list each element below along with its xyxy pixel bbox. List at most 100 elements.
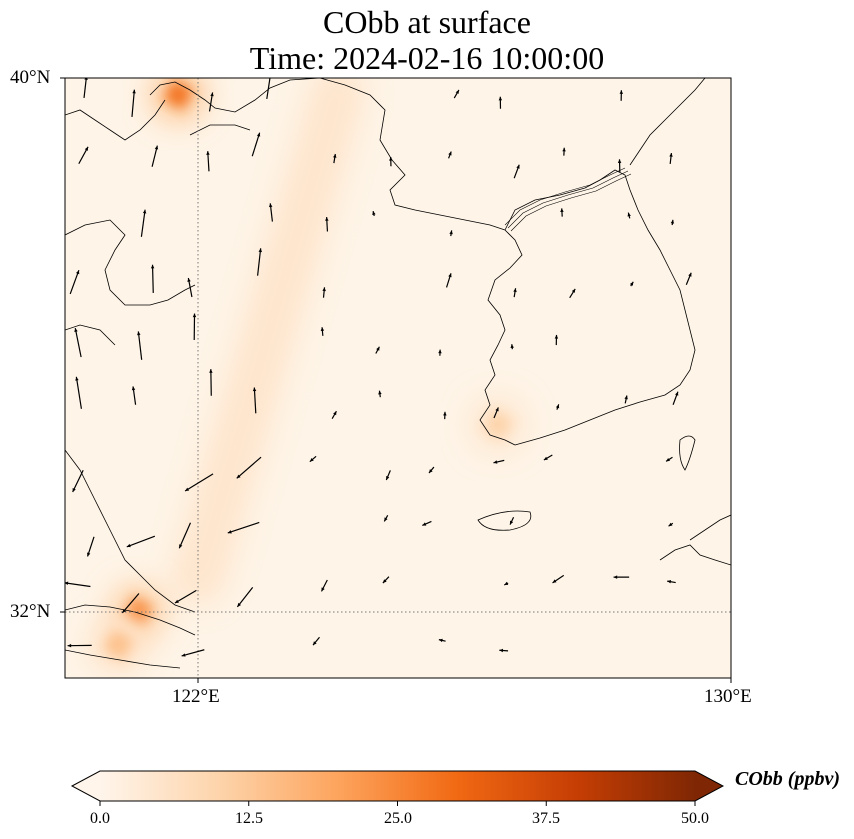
wind-arrow-head [629, 281, 634, 286]
hotspot-cell [482, 409, 513, 440]
wind-arrow-head [137, 331, 141, 336]
wind-arrow-head [126, 543, 131, 548]
coast-yangtze [65, 604, 196, 636]
wind-arrow-head [87, 552, 91, 557]
map-background [65, 78, 731, 678]
wind-arrow-head [75, 376, 79, 381]
wind-arrow-head [552, 579, 557, 583]
coast-korea-northeast [629, 78, 706, 166]
coast-china-east [65, 219, 196, 306]
wind-arrow-shaft [83, 78, 87, 98]
wind-vectors [65, 78, 692, 657]
wind-arrow-head [499, 648, 504, 653]
colorbar-tick-label: 25.0 [384, 810, 412, 827]
wind-arrow-head [142, 209, 147, 214]
wind-arrow-shaft [251, 132, 261, 157]
wind-arrow-head [560, 208, 564, 213]
wind-arrow-shaft [65, 582, 91, 588]
wind-arrow-head [84, 146, 89, 151]
border-china-korea [504, 167, 626, 226]
lon-label-122: 122°E [172, 686, 220, 707]
colorbar-tick-label: 37.5 [532, 810, 560, 827]
coast-korea-west [479, 229, 523, 446]
wind-arrow-head [422, 522, 427, 526]
jeju-island [477, 510, 532, 531]
wind-arrow-shaft [253, 387, 257, 414]
wind-arrow-head [154, 145, 159, 150]
wind-arrow-head [181, 653, 186, 657]
wind-arrow-head [554, 334, 559, 339]
coast-japan-kyushu [659, 544, 731, 566]
wind-arrow-shaft [140, 209, 146, 237]
wind-arrow-shaft [72, 469, 84, 493]
tsushima-island [679, 435, 696, 471]
wind-arrow-head [378, 390, 382, 395]
coast-shandong [65, 324, 116, 346]
wind-arrow-shaft [181, 649, 205, 657]
wind-arrow-head [192, 313, 197, 318]
wind-arrow-shaft [75, 376, 82, 409]
wind-arrow-shaft [236, 456, 262, 479]
wind-arrow-shaft [126, 535, 156, 548]
coast-north-bohai [65, 99, 166, 141]
hotspot-cell [103, 629, 134, 660]
wind-arrow-shaft [121, 593, 140, 614]
wind-arrow-head [498, 96, 503, 101]
coast-hangzhou [65, 649, 181, 669]
wind-arrow-head [333, 411, 337, 416]
colorbar-tick-label: 12.5 [235, 810, 263, 827]
wind-arrow-head [455, 89, 459, 94]
wind-arrow-head [209, 369, 213, 373]
wind-arrow-head [562, 147, 566, 152]
wind-arrow-shaft [151, 264, 154, 293]
wind-arrow-shaft [131, 89, 135, 118]
wind-arrow-head [174, 599, 179, 604]
coast-korea-south [504, 169, 696, 446]
wind-arrow-shaft [227, 521, 260, 534]
wind-arrow-head [448, 151, 452, 156]
wind-arrow-head [237, 602, 241, 607]
wind-arrow-head [321, 587, 325, 592]
wind-arrow-head [132, 89, 136, 94]
wind-arrow-head [322, 287, 326, 292]
coast-liaodong-bohai [149, 78, 506, 231]
wind-arrow-head [617, 159, 622, 163]
map-title: CObb at surface [323, 4, 531, 40]
wind-arrow-head [268, 203, 273, 208]
wind-arrow-head [236, 474, 241, 479]
wind-arrow-head [256, 132, 261, 137]
wind-arrow-head [627, 212, 631, 217]
wind-arrow-shaft [137, 331, 143, 360]
wind-arrow-head [386, 476, 390, 481]
wind-arrow-head [513, 288, 517, 293]
wind-arrow-head [67, 643, 72, 648]
colorbar-ticks [99, 801, 696, 806]
wind-arrow-head [516, 164, 520, 169]
wind-arrow-head [150, 264, 155, 269]
wind-arrow-head [333, 153, 337, 158]
wind-arrow-head [510, 344, 514, 348]
wind-arrow-head [624, 395, 628, 400]
wind-arrow-head [555, 404, 560, 409]
wind-arrow-head [493, 460, 498, 464]
lat-label-32: 32°N [10, 601, 51, 622]
wind-arrow-head [312, 641, 317, 646]
lat-label-40: 40°N [10, 67, 51, 88]
colorbar [70, 770, 725, 806]
wind-arrow-head [543, 456, 548, 461]
wind-arrow-head [495, 407, 499, 412]
wind-arrow-head [187, 278, 191, 282]
wind-arrow-head [74, 328, 78, 332]
wind-arrow-head [669, 153, 673, 157]
wind-arrow-shaft [174, 589, 197, 604]
wind-arrow-head [320, 327, 325, 331]
colorbar-gradient [100, 771, 695, 801]
wind-arrow-head [619, 90, 624, 94]
wind-arrow-head [210, 92, 214, 97]
wind-arrow-head [72, 487, 76, 492]
wind-arrow-head [613, 575, 618, 579]
wind-arrow-shaft [266, 78, 271, 100]
wind-arrow-head [449, 230, 453, 235]
colorbar-tick-label: 0.0 [90, 810, 110, 827]
coast-liaodong-inner [189, 124, 251, 136]
